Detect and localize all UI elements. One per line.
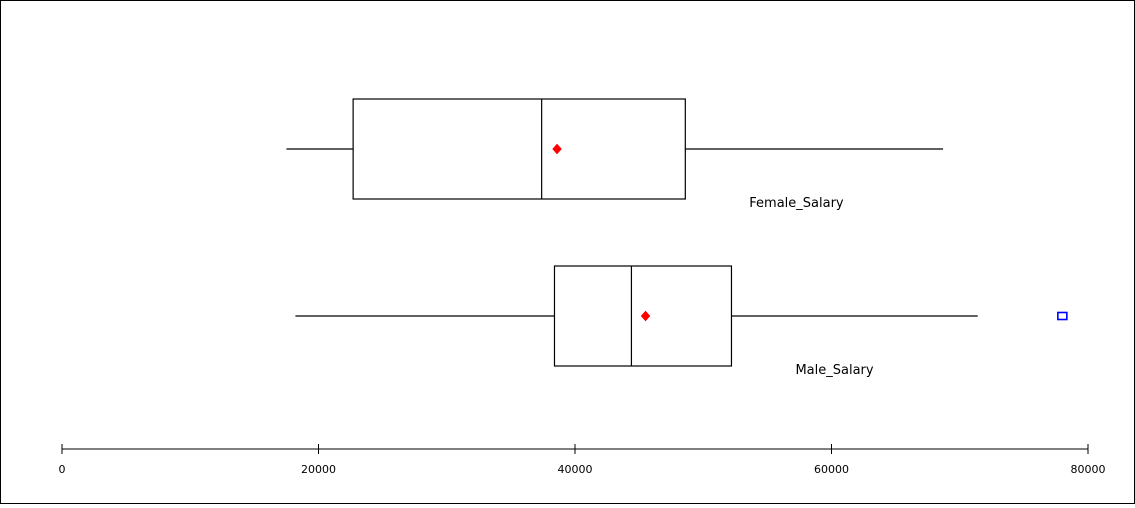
x-tick-label: 0	[59, 463, 66, 476]
series-label: Female_Salary	[749, 196, 844, 211]
iqr-box	[352, 98, 686, 200]
x-tick-label: 20000	[301, 463, 336, 476]
boxes-layer: Female_Salary Male_Salary	[286, 98, 1068, 378]
iqr-box	[553, 265, 733, 367]
x-tick-label: 40000	[558, 463, 593, 476]
x-axis: 0 20000 40000 60000 80000	[59, 444, 1106, 476]
x-tick-label: 80000	[1071, 463, 1106, 476]
box-group: Male_Salary	[295, 265, 1068, 378]
x-tick-label: 60000	[814, 463, 849, 476]
mean-marker	[552, 143, 562, 155]
outlier-marker	[1057, 311, 1068, 321]
mean-marker	[640, 310, 651, 322]
box-group: Female_Salary	[286, 98, 944, 211]
series-label: Male_Salary	[795, 363, 873, 378]
